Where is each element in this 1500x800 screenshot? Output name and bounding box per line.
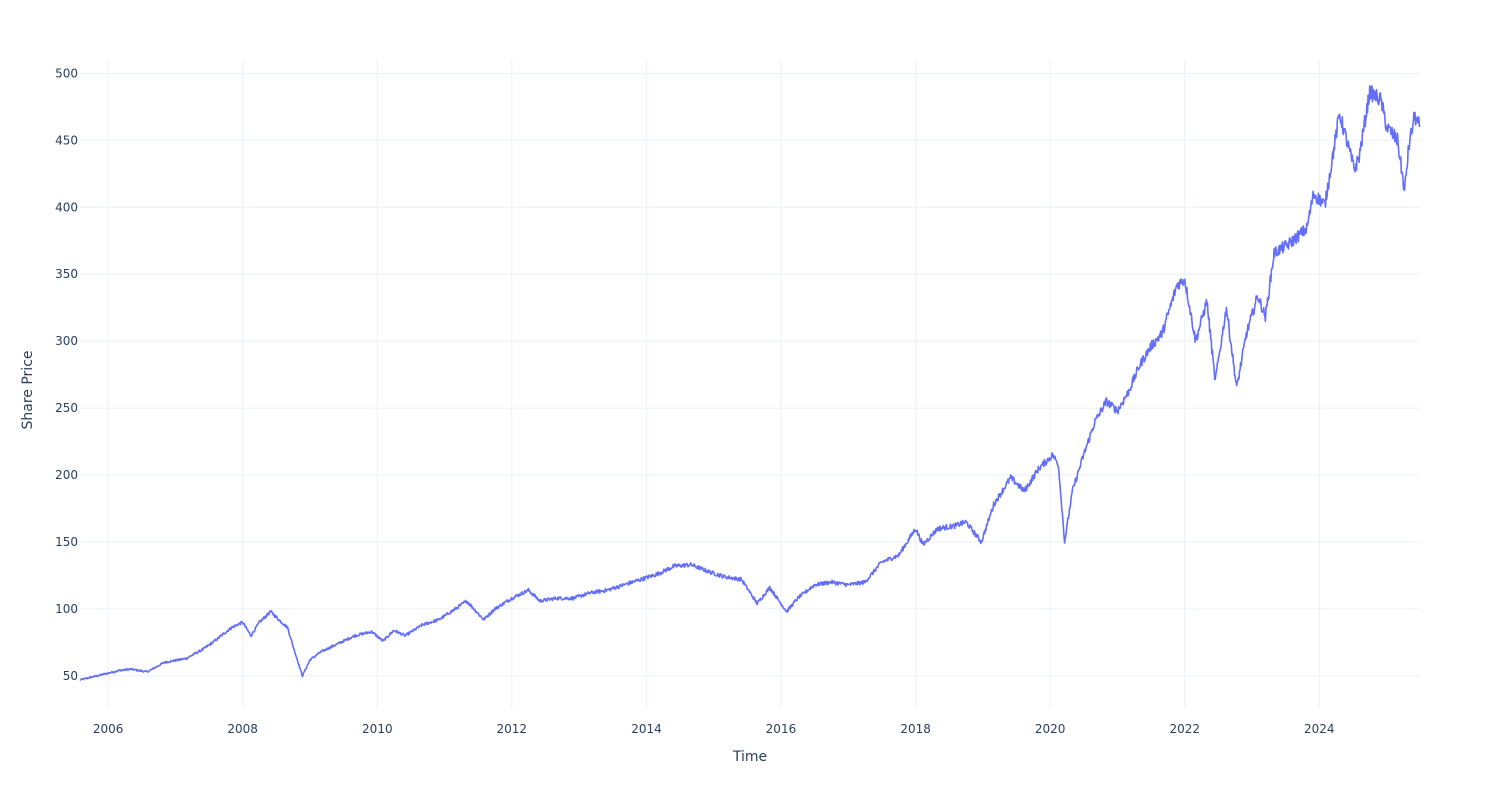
y-tick-label: 150 xyxy=(55,535,78,549)
y-tick-label: 250 xyxy=(55,401,78,415)
y-gridlines xyxy=(80,72,1420,677)
x-tick-label: 2022 xyxy=(1169,722,1200,736)
x-tick-label: 2016 xyxy=(766,722,797,736)
x-tick-label: 2010 xyxy=(362,722,393,736)
y-tick-label: 300 xyxy=(55,334,78,348)
x-tick-label: 2020 xyxy=(1035,722,1066,736)
x-gridlines xyxy=(107,60,1320,708)
x-tick-label: 2014 xyxy=(631,722,662,736)
y-tick-label: 400 xyxy=(55,200,78,214)
x-axis-title: Time xyxy=(732,749,767,765)
y-tick-label: 350 xyxy=(55,267,78,281)
x-tick-label: 2006 xyxy=(93,722,124,736)
y-tick-label: 50 xyxy=(63,669,78,683)
plot-area xyxy=(79,85,1421,681)
y-tick-label: 200 xyxy=(55,468,78,482)
y-tick-label: 500 xyxy=(55,66,78,80)
x-tick-label: 2008 xyxy=(227,722,258,736)
y-axis-title: Share Price xyxy=(20,350,36,429)
x-tick-label: 2018 xyxy=(900,722,931,736)
x-tick-label: 2024 xyxy=(1304,722,1335,736)
x-axis-ticks: 2006 2008 2010 2012 2014 2016 2018 2020 2022 2024 xyxy=(93,722,1335,736)
y-axis-ticks: 50 100 150 200 250 300 350 400 450 500 xyxy=(55,66,78,682)
y-tick-label: 100 xyxy=(55,602,78,616)
x-tick-label: 2012 xyxy=(497,722,528,736)
share-price-line xyxy=(79,85,1421,681)
y-tick-label: 450 xyxy=(55,133,78,147)
